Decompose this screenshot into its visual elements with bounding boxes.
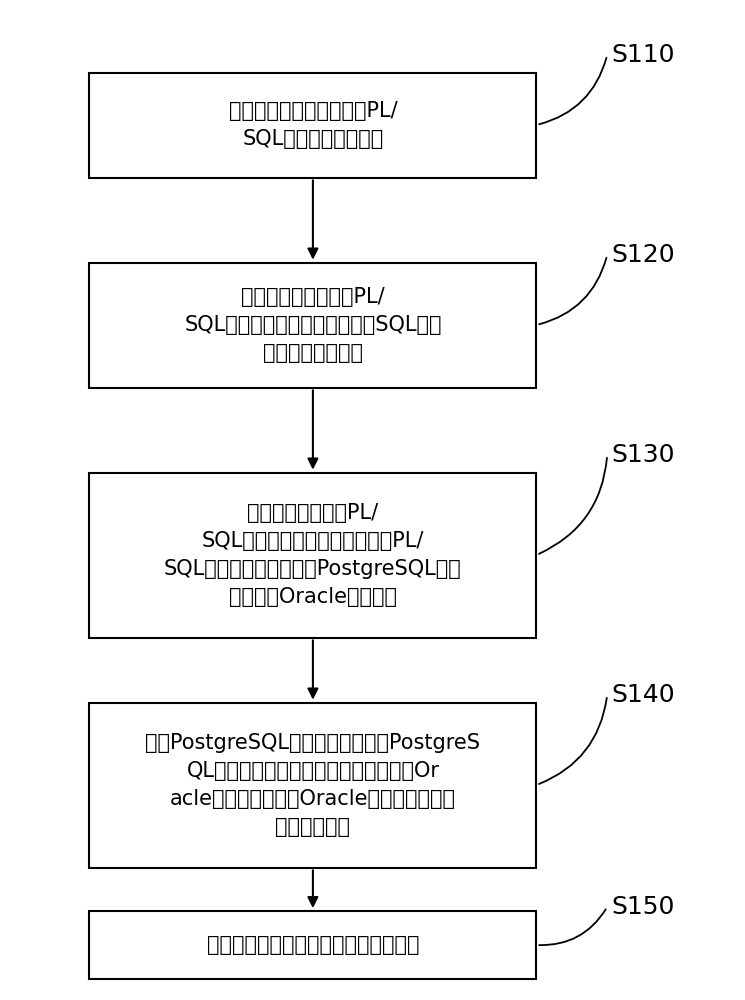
FancyBboxPatch shape bbox=[89, 911, 536, 979]
FancyBboxPatch shape bbox=[89, 473, 536, 638]
Text: 当数据定义语句是PL/
SQL对象数据定义语句时，判断PL/
SQL对象数据定义语句是PostgreSQL语法
语句还是Oracle语法语句: 当数据定义语句是PL/ SQL对象数据定义语句时，判断PL/ SQL对象数据定义… bbox=[164, 503, 462, 607]
Text: S120: S120 bbox=[611, 243, 674, 267]
Text: S110: S110 bbox=[611, 43, 674, 67]
FancyBboxPatch shape bbox=[89, 702, 536, 867]
FancyBboxPatch shape bbox=[89, 262, 536, 387]
Text: 将解析后的数据定义语句发送至数据库: 将解析后的数据定义语句发送至数据库 bbox=[206, 935, 419, 955]
FancyBboxPatch shape bbox=[89, 73, 536, 178]
Text: S150: S150 bbox=[611, 895, 674, 919]
Text: 若是PostgreSQL语法语句，则按照PostgreS
QL的预设语法解析数据定义语句；若是Or
acle语法语句，则按Oracle的预设语法解析
数据定义语: 若是PostgreSQL语法语句，则按照PostgreS QL的预设语法解析数据… bbox=[145, 733, 481, 837]
Text: 判断数据定义语句是否为PL/
SQL对象数据定义语句: 判断数据定义语句是否为PL/ SQL对象数据定义语句 bbox=[229, 101, 397, 149]
Text: S140: S140 bbox=[611, 683, 674, 707]
Text: S130: S130 bbox=[611, 443, 674, 467]
Text: 当数据定义语句不是PL/
SQL对象数据定义语句时，按照SQL语法
解析数据定义语句: 当数据定义语句不是PL/ SQL对象数据定义语句时，按照SQL语法 解析数据定义… bbox=[184, 287, 442, 363]
